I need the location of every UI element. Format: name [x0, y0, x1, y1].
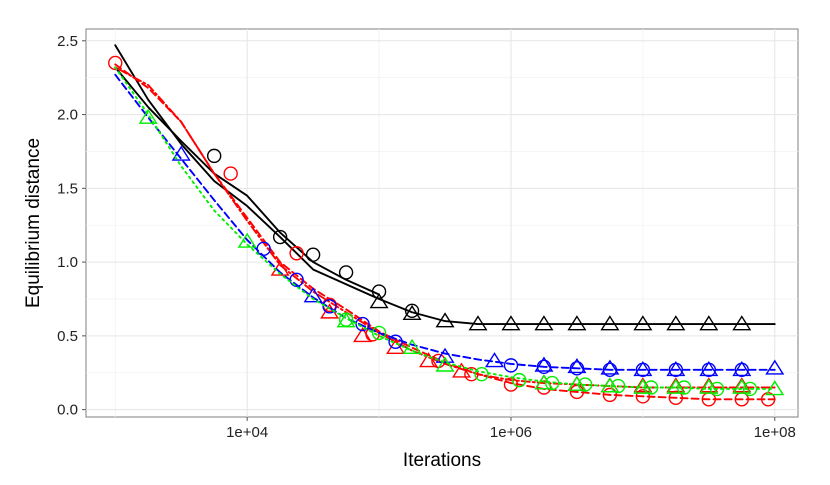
series-3-triangle-marker-9 — [633, 377, 653, 393]
series-4-triangle-marker-10 — [732, 360, 752, 377]
series-5 — [114, 66, 785, 397]
series-5-circle-marker-7 — [643, 380, 659, 395]
series-5-circle-marker-1 — [371, 325, 387, 341]
series-4-circle-marker-4 — [388, 334, 403, 349]
grid-lines — [86, 29, 798, 417]
series-4-triangle-marker-11 — [765, 359, 785, 375]
series-line-4 — [114, 73, 776, 371]
series-4-triangle-marker-9 — [699, 360, 719, 377]
y-axis-title: Equilibrium distance — [23, 138, 44, 308]
x-tick-label-0: 1e+04 — [226, 424, 268, 441]
series-3-triangle-marker-10 — [666, 377, 686, 393]
series-5-triangle-marker-3 — [402, 338, 422, 354]
series-4-triangle-marker-6 — [600, 359, 620, 375]
series-4-triangle-marker-0 — [171, 145, 191, 161]
series-3-triangle-marker-12 — [732, 377, 752, 393]
series-5-triangle-marker-9 — [666, 378, 686, 394]
series-3-triangle-marker-0 — [270, 260, 290, 276]
series-0-circle-marker-1 — [272, 229, 288, 245]
series-0-triangle-marker-0 — [369, 293, 389, 309]
series-2-circle-marker-0 — [108, 55, 123, 71]
series-5-triangle-marker-7 — [600, 377, 620, 393]
series-2-circle-marker-10 — [602, 387, 618, 403]
series-5-triangle-marker-12 — [765, 380, 785, 396]
series-5-circle-marker-10 — [742, 381, 758, 397]
series-4-triangle-marker-7 — [633, 360, 653, 377]
series-5-circle-marker-3 — [512, 372, 527, 388]
x-axis-title: Iterations — [403, 450, 481, 471]
series-0-triangle-marker-5 — [534, 315, 554, 331]
y-tick-label-3: 1.5 — [57, 180, 78, 197]
series-0-triangle-marker-8 — [633, 315, 653, 331]
series-0-triangle-marker-3 — [468, 315, 488, 331]
series-5-circle-marker-9 — [709, 381, 725, 397]
series-0 — [114, 44, 776, 331]
series-0-triangle-marker-10 — [699, 315, 719, 331]
y-tick-label-4: 2.0 — [57, 107, 78, 124]
series-5-circle-marker-2 — [474, 367, 489, 382]
series-4-circle-marker-2 — [322, 299, 337, 314]
series-0-triangle-marker-2 — [435, 312, 455, 328]
series-line-1 — [114, 66, 381, 296]
series-1 — [114, 66, 381, 296]
series-4-circle-marker-0 — [256, 241, 271, 257]
series-3-triangle-marker-4 — [419, 352, 439, 368]
series-5-circle-marker-6 — [610, 378, 626, 394]
axes: 1e+04 1e+06 1e+08 0.0 0.5 1.0 1.5 2.0 2.5 — [57, 33, 796, 441]
series-5-triangle-marker-10 — [699, 378, 719, 394]
series-0-triangle-marker-7 — [600, 315, 620, 331]
series-0-triangle-marker-11 — [732, 315, 752, 331]
series-5-circle-marker-5 — [577, 377, 593, 392]
series-0-circle-marker-5 — [404, 303, 420, 318]
y-tick-label-2: 1.0 — [57, 254, 78, 271]
series-4-triangle-marker-8 — [666, 360, 686, 377]
x-tick-label-1: 1e+06 — [490, 424, 532, 441]
plot-panel — [85, 28, 799, 418]
series-line-3 — [114, 66, 776, 389]
series-3-triangle-marker-5 — [451, 362, 472, 378]
series-4-triangle-marker-2 — [435, 347, 455, 363]
series-4-circle-marker-5 — [503, 358, 519, 373]
series-3-triangle-marker-11 — [699, 377, 719, 393]
series-5-triangle-marker-4 — [435, 356, 455, 372]
series-4-triangle-marker-5 — [567, 358, 587, 374]
series-2-circle-marker-11 — [635, 389, 651, 404]
series-4-circle-marker-6 — [536, 359, 552, 375]
series-5-triangle-marker-1 — [237, 232, 257, 248]
series-4-circle-marker-8 — [602, 362, 618, 377]
series-0-triangle-marker-1 — [402, 304, 422, 321]
series-layer — [108, 44, 785, 407]
series-5-triangle-marker-5 — [534, 374, 554, 390]
series-0-triangle-marker-9 — [666, 315, 686, 331]
x-tick-label-2: 1e+08 — [754, 424, 796, 441]
series-0-circle-marker-0 — [206, 148, 222, 164]
series-5-circle-marker-8 — [676, 380, 692, 395]
series-0-triangle-marker-6 — [567, 315, 587, 331]
series-5-triangle-marker-11 — [732, 378, 752, 394]
series-2-circle-marker-2 — [289, 246, 304, 261]
series-2-circle-marker-1 — [223, 166, 238, 181]
series-0-triangle-marker-4 — [501, 315, 521, 331]
series-5-triangle-marker-0 — [138, 108, 158, 124]
series-4-circle-marker-1 — [289, 272, 304, 287]
series-4-circle-marker-7 — [569, 361, 585, 376]
series-5-triangle-marker-8 — [633, 378, 653, 394]
series-5-triangle-marker-6 — [567, 375, 587, 391]
series-2-circle-marker-7 — [503, 377, 519, 392]
series-4-triangle-marker-4 — [534, 356, 554, 372]
series-3-triangle-marker-2 — [353, 327, 373, 343]
series-4-triangle-marker-3 — [484, 352, 504, 368]
y-tick-label-0: 0.0 — [57, 402, 78, 419]
y-tick-label-5: 2.5 — [57, 33, 78, 50]
series-5-triangle-marker-2 — [336, 312, 356, 328]
y-tick-label-1: 0.5 — [57, 328, 78, 345]
series-5-circle-marker-4 — [544, 375, 560, 391]
